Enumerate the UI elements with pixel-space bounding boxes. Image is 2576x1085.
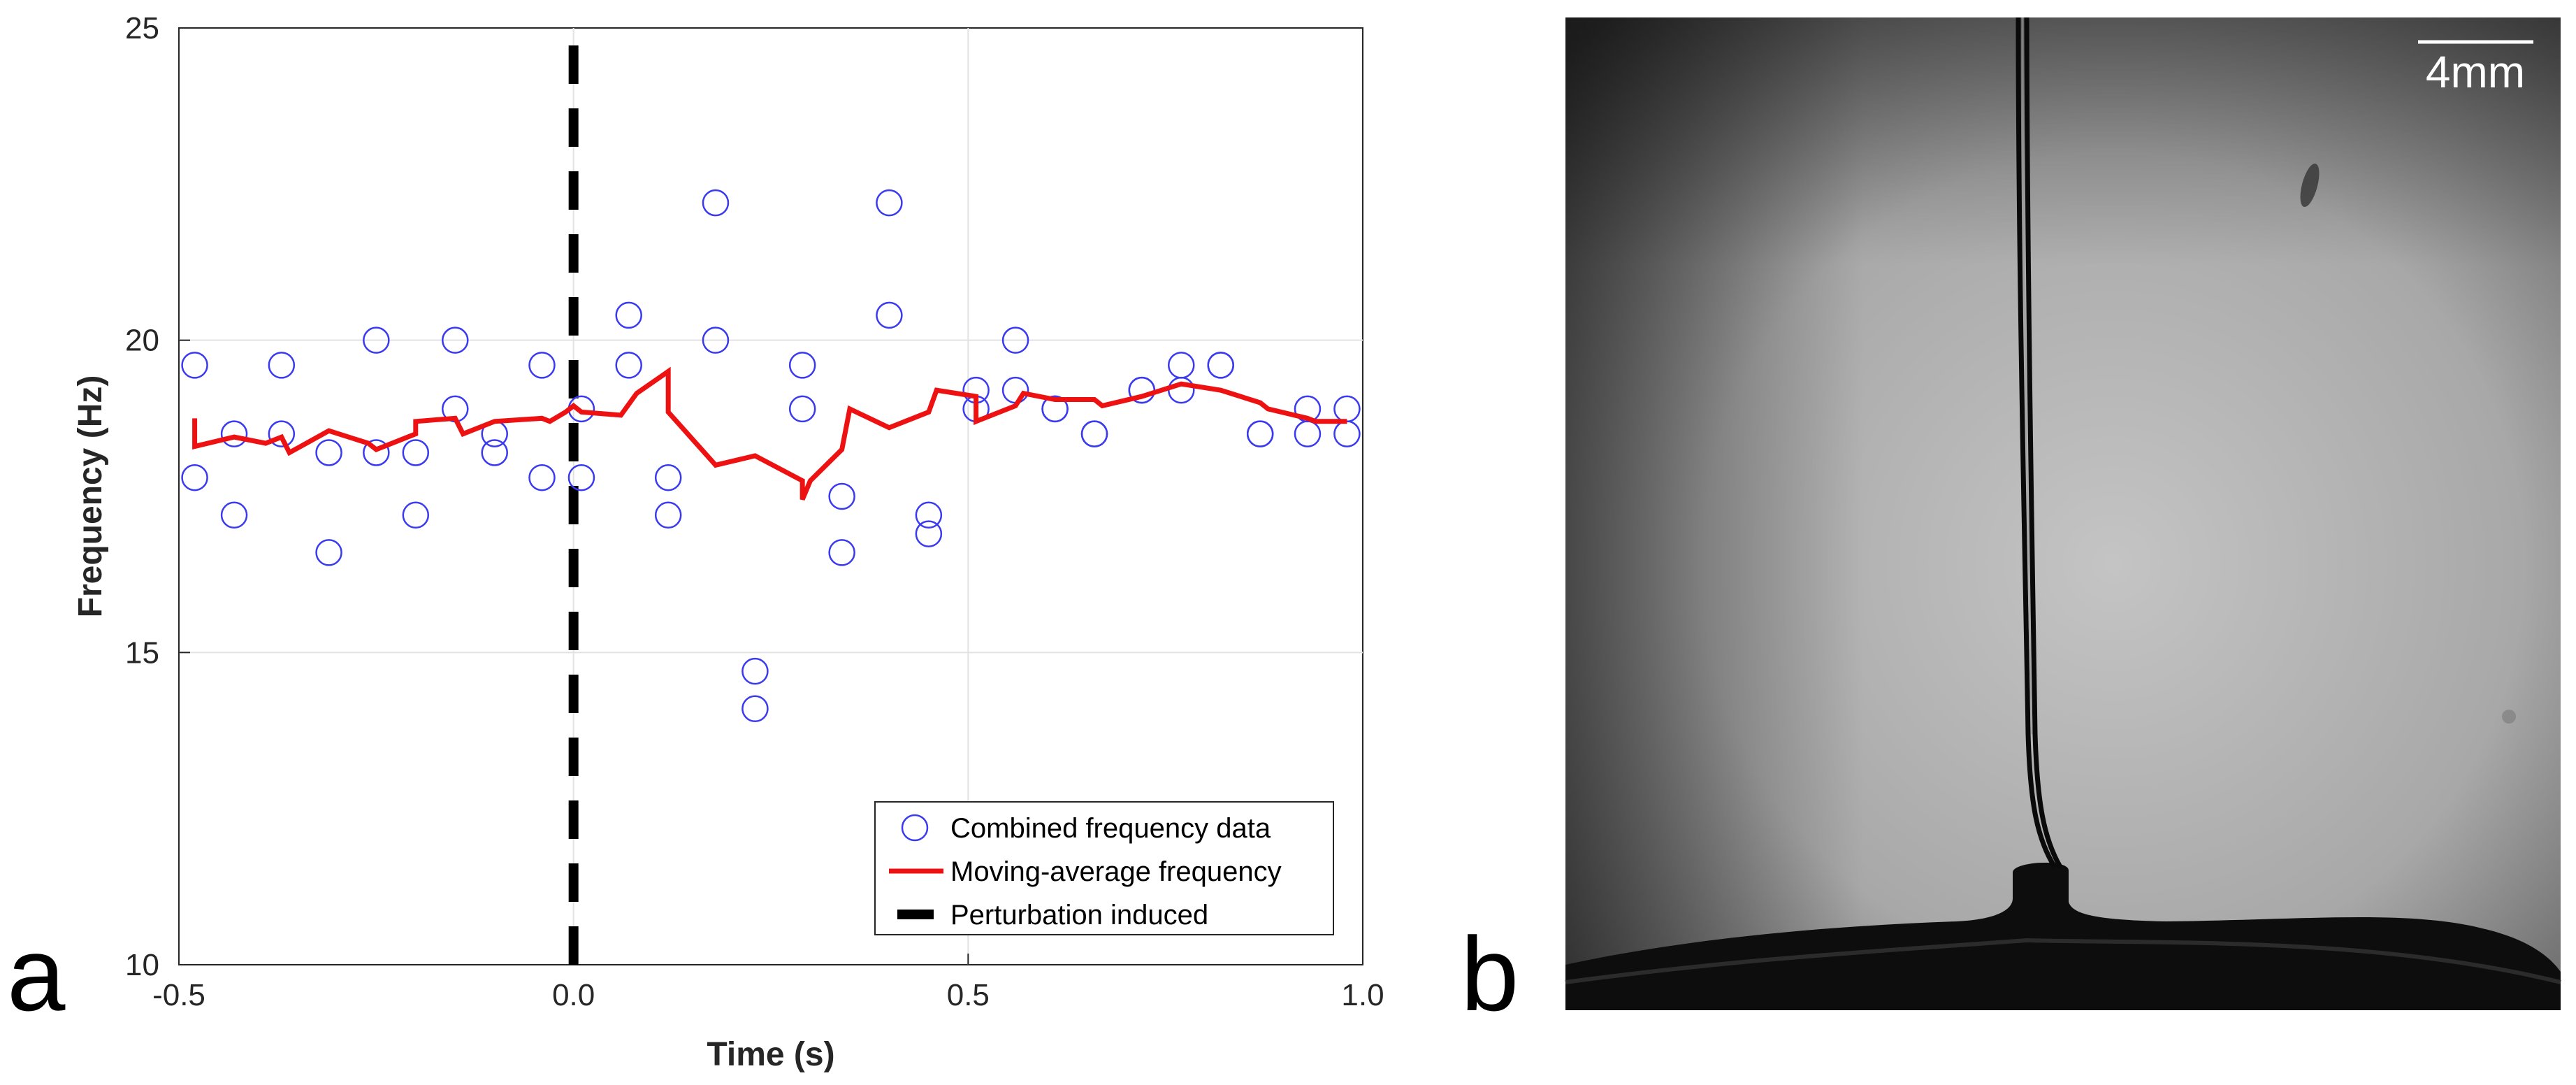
data-point	[788, 352, 816, 379]
data-point	[1246, 420, 1274, 447]
liquid-pool	[1565, 862, 2561, 1010]
legend: Combined frequency data Moving-average f…	[874, 801, 1334, 935]
data-point	[654, 501, 682, 529]
panel-label-b: b	[1461, 915, 1519, 1033]
legend-box	[874, 801, 1334, 935]
x-tick-label: -0.5	[152, 978, 205, 1012]
scatter-points	[181, 189, 1361, 722]
data-point	[315, 439, 342, 466]
data-point	[402, 501, 430, 529]
data-point	[268, 352, 296, 379]
data-point	[788, 395, 816, 423]
data-point	[220, 420, 248, 447]
data-point	[915, 501, 943, 529]
legend-perturbation-label: Perturbation induced	[950, 900, 1208, 930]
data-point	[220, 501, 248, 529]
panel-label-a: a	[7, 915, 66, 1033]
moving-average-line	[192, 366, 1347, 501]
frequency-chart: -0.5 0.0 0.5 1.0 10 15 20 25 Time (s) Frequenc…	[7, 11, 1384, 1073]
scale-bar-label: 4mm	[2426, 47, 2525, 97]
data-point	[828, 539, 855, 566]
x-tick-label: 1.0	[1341, 978, 1384, 1012]
data-point	[315, 539, 342, 566]
y-tick-label: 20	[125, 324, 159, 358]
data-point	[481, 439, 508, 466]
data-point	[828, 482, 855, 510]
x-tick-label: 0.0	[552, 978, 595, 1012]
data-point	[876, 301, 903, 329]
x-tick-label: 0.5	[947, 978, 990, 1012]
data-point	[615, 352, 642, 379]
jet-photograph: 4mm	[1565, 17, 2561, 1010]
falling-thread	[2016, 17, 2057, 868]
data-point	[402, 439, 430, 466]
y-tick-label: 25	[125, 11, 159, 45]
thread-highlight	[2021, 17, 2033, 735]
y-tick-label: 15	[125, 635, 159, 670]
data-point	[702, 189, 730, 217]
y-axis-label: Frequency (Hz)	[72, 375, 109, 618]
data-point	[741, 695, 769, 722]
x-axis-label: Time (s)	[707, 1036, 834, 1073]
data-point	[1041, 395, 1069, 423]
data-point	[1080, 420, 1108, 447]
dust-speck	[2300, 163, 2320, 208]
data-point	[567, 464, 595, 491]
legend-average-label: Moving-average frequency	[950, 856, 1282, 887]
data-point	[268, 420, 296, 447]
data-point	[741, 657, 769, 685]
falling-thread-inner	[2024, 17, 2063, 868]
dust-speck	[2502, 710, 2516, 724]
data-point	[181, 352, 208, 379]
photo-left-vignette	[1565, 17, 2561, 1010]
data-point	[363, 439, 390, 466]
data-point	[442, 326, 469, 354]
y-axis-ticks: 10 15 20 25	[125, 11, 190, 982]
legend-scatter-marker	[901, 814, 929, 842]
data-point	[702, 326, 730, 354]
liquid-pool-edge	[1565, 937, 2561, 984]
data-point	[1001, 326, 1029, 354]
data-point	[615, 301, 642, 329]
data-point	[654, 464, 682, 491]
data-point	[876, 189, 903, 217]
y-tick-label: 10	[125, 948, 159, 982]
legend-scatter-label: Combined frequency data	[950, 813, 1271, 844]
data-point	[1294, 420, 1322, 447]
data-point	[528, 464, 556, 491]
data-point	[528, 352, 556, 379]
data-point	[363, 326, 390, 354]
data-point	[181, 464, 208, 491]
data-point	[915, 520, 943, 547]
data-point	[1207, 352, 1234, 379]
